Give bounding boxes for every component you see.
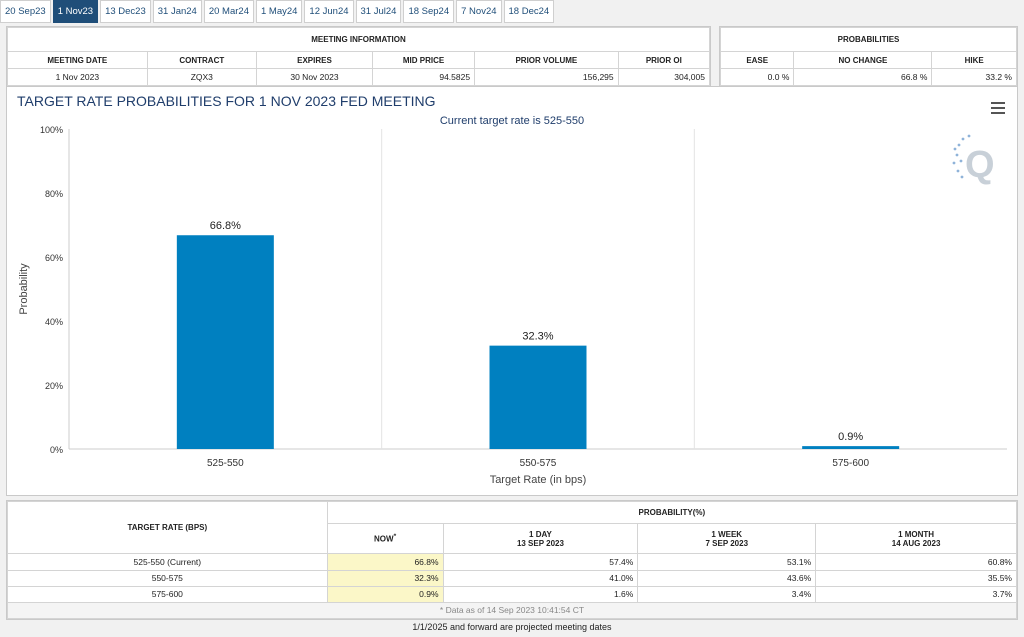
col-contract: CONTRACT <box>146 51 257 69</box>
col-ease: EASE <box>719 51 795 69</box>
chart-title: TARGET RATE PROBABILITIES FOR 1 NOV 2023… <box>17 93 436 109</box>
table-row: 525-550 (Current) 66.8% 57.4% 53.1% 60.8… <box>7 553 1017 571</box>
col-now: NOW* <box>326 523 444 555</box>
rate-cell: 550-575 <box>7 569 328 587</box>
data-label: 0.9% <box>838 431 863 443</box>
tab-20-sep23[interactable]: 20 Sep23 <box>0 0 51 23</box>
tab-13-dec23[interactable]: 13 Dec23 <box>100 0 151 23</box>
tab-18-sep24[interactable]: 18 Sep24 <box>403 0 455 23</box>
probability-header: PROBABILITY(%) <box>326 500 1018 525</box>
tab-18-dec24[interactable]: 18 Dec24 <box>503 0 555 23</box>
week-cell: 43.6% <box>637 569 817 587</box>
x-tick-label: 525-550 <box>207 458 244 469</box>
prior-volume-value: 156,295 <box>474 68 619 86</box>
chart-panel: TARGET RATE PROBABILITIES FOR 1 NOV 2023… <box>6 86 1018 496</box>
hamburger-menu-icon[interactable] <box>991 102 1005 114</box>
probabilities-title: PROBABILITIES <box>720 27 1017 52</box>
expires-value: 30 Nov 2023 <box>255 68 373 86</box>
y-tick-label: 40% <box>45 317 63 327</box>
ease-value: 0.0 % <box>719 68 795 86</box>
x-tick-label: 575-600 <box>832 458 869 469</box>
col-expires: EXPIRES <box>255 51 373 69</box>
tab-31-jul24[interactable]: 31 Jul24 <box>355 0 402 23</box>
col-mid-price: MID PRICE <box>371 51 476 69</box>
data-timestamp-note: * Data as of 14 Sep 2023 10:41:54 CT <box>7 601 1017 620</box>
rate-cell: 525-550 (Current) <box>7 553 328 571</box>
table-row: 575-600 0.9% 1.6% 3.4% 3.7% <box>7 585 1017 603</box>
y-axis-label: Probability <box>18 263 30 315</box>
meeting-tabs: 20 Sep23 1 Nov23 13 Dec23 31 Jan24 20 Mar24 1… <box>0 0 556 23</box>
now-cell: 0.9% <box>326 585 444 603</box>
y-tick-label: 100% <box>40 125 63 135</box>
meeting-info-panel: MEETING INFORMATION MEETING DATE CONTRAC… <box>6 26 711 86</box>
day-cell: 1.6% <box>442 585 639 603</box>
probability-table: TARGET RATE (BPS) PROBABILITY(%) NOW* 1 … <box>7 500 1018 620</box>
contract-value: ZQX3 <box>146 68 257 86</box>
table-row: 550-575 32.3% 41.0% 43.6% 35.5% <box>7 569 1017 587</box>
tab-31-jan24[interactable]: 31 Jan24 <box>152 0 202 23</box>
bar <box>802 446 900 449</box>
month-cell: 35.5% <box>815 569 1017 587</box>
day-cell: 57.4% <box>442 553 639 571</box>
col-1month: 1 MONTH 14 AUG 2023 <box>815 523 1017 555</box>
chart-subtitle: Current target rate is 525-550 <box>439 115 585 127</box>
y-tick-label: 60% <box>45 253 63 263</box>
col-now-footnote-mark: * <box>393 533 397 541</box>
col-prior-oi: PRIOR OI <box>617 51 711 69</box>
tab-1-nov23[interactable]: 1 Nov23 <box>52 0 99 23</box>
hike-value: 33.2 % <box>931 68 1017 86</box>
col-meeting-date: MEETING DATE <box>7 51 148 69</box>
week-cell: 53.1% <box>637 553 817 571</box>
bar <box>176 235 274 449</box>
x-axis-label: Target Rate (in bps) <box>490 474 587 486</box>
col-1week: 1 WEEK 7 SEP 2023 <box>637 523 817 555</box>
now-cell: 32.3% <box>326 569 444 587</box>
bar <box>489 345 587 449</box>
q-logo-icon: Q <box>952 134 995 186</box>
month-cell: 60.8% <box>815 553 1017 571</box>
bar-chart: 0% 20% 40% 60% 80% 100% 66.8% 525-550 32.3% 550-5… <box>18 125 1007 486</box>
month-cell: 3.7% <box>815 585 1017 603</box>
tab-1-may24[interactable]: 1 May24 <box>255 0 303 23</box>
meeting-info-title: MEETING INFORMATION <box>7 27 710 52</box>
target-rate-header: TARGET RATE (BPS) <box>7 500 328 555</box>
data-label: 32.3% <box>522 331 553 343</box>
rate-cell: 575-600 <box>7 585 328 603</box>
tab-12-jun24[interactable]: 12 Jun24 <box>304 0 354 23</box>
probabilities-panel: PROBABILITIES EASE NO CHANGE HIKE 0.0 % … <box>719 26 1018 86</box>
y-tick-label: 20% <box>45 381 63 391</box>
meeting-date-value: 1 Nov 2023 <box>7 68 148 86</box>
tab-20-mar24[interactable]: 20 Mar24 <box>203 0 254 23</box>
projected-dates-note: 1/1/2025 and forward are projected meeti… <box>412 622 612 632</box>
day-cell: 41.0% <box>442 569 639 587</box>
col-hike: HIKE <box>931 51 1017 69</box>
svg-text:Q: Q <box>965 144 995 186</box>
now-cell: 66.8% <box>326 553 444 571</box>
y-tick-label: 0% <box>50 445 63 455</box>
col-no-change: NO CHANGE <box>793 51 933 69</box>
tab-7-nov24[interactable]: 7 Nov24 <box>456 0 502 23</box>
data-label: 66.8% <box>210 220 241 232</box>
probability-table-panel: TARGET RATE (BPS) PROBABILITY(%) NOW* 1 … <box>6 500 1018 620</box>
no-change-value: 66.8 % <box>793 68 933 86</box>
y-tick-label: 80% <box>45 189 63 199</box>
week-cell: 3.4% <box>637 585 817 603</box>
x-tick-label: 550-575 <box>520 458 557 469</box>
prior-oi-value: 304,005 <box>617 68 711 86</box>
mid-price-value: 94.5825 <box>371 68 476 86</box>
col-prior-volume: PRIOR VOLUME <box>474 51 619 69</box>
col-1day: 1 DAY 13 SEP 2023 <box>442 523 639 555</box>
